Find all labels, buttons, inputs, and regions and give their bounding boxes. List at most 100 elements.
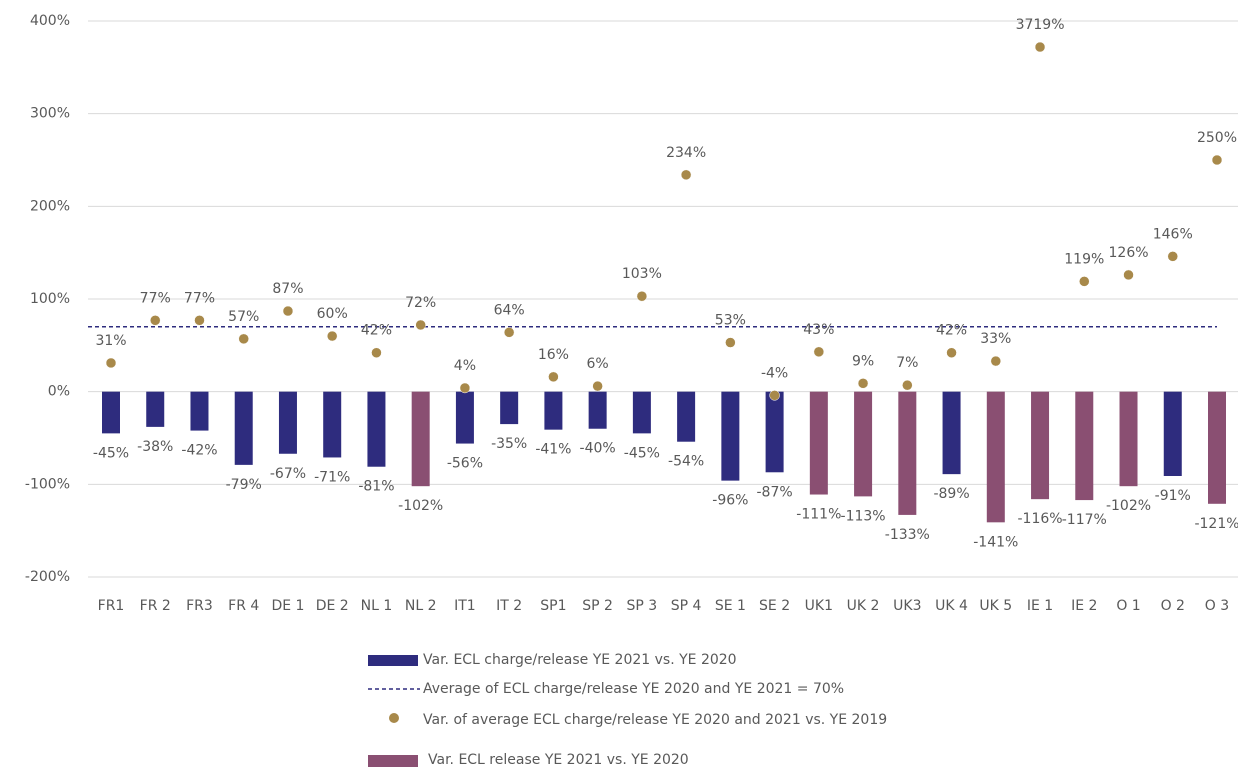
x-tick-label: O 3 [1205,598,1229,614]
bar [677,391,696,442]
data-label: 126% [1109,245,1149,261]
bar [234,391,253,465]
data-label: 33% [980,331,1011,347]
data-label: -89% [933,486,969,502]
bar [1208,391,1226,504]
data-label: -133% [885,527,930,543]
x-tick-label: FR1 [98,598,125,614]
x-tick-label: IE 2 [1071,598,1097,614]
dot [105,357,117,369]
bar [500,391,519,425]
y-tick-label: 400% [30,13,70,29]
bar [1031,391,1050,500]
x-tick-label: FR3 [186,598,213,614]
dot [415,319,426,331]
data-label: 53% [715,313,746,329]
data-label: -45% [93,445,129,461]
data-label: 77% [184,290,215,306]
dot [371,347,382,358]
x-tick-label: FR 2 [140,598,171,614]
data-label: 42% [936,323,967,339]
data-label: 119% [1064,251,1104,267]
data-label: -87% [757,484,793,500]
data-label: -91% [1155,488,1191,504]
bar [102,391,120,434]
bar [765,391,784,473]
dot [1123,269,1134,281]
x-tick-label: NL 2 [405,598,437,614]
data-label: -38% [137,439,173,455]
dot [282,305,294,317]
bar [854,391,873,497]
bar [544,391,563,430]
data-label: 234% [666,145,706,161]
x-tick-label: SP 2 [582,598,613,614]
data-label: -117% [1062,512,1107,528]
data-label: -67% [270,466,306,482]
legend-swatch [389,713,399,723]
x-tick-label: UK 4 [935,598,968,614]
y-tick-label: 300% [30,106,70,122]
x-tick-label: UK 5 [979,598,1012,614]
x-tick-label: SP1 [540,598,566,614]
y-tick-label: 100% [30,291,70,307]
bar [588,391,607,429]
bar [411,391,430,487]
x-tick-label: NL 1 [361,598,393,614]
dot [326,330,338,342]
data-label: -41% [535,442,571,458]
x-tick-label: IT 2 [496,598,522,614]
bar [942,391,961,475]
dot [769,390,780,401]
dot [149,315,161,326]
data-label: -40% [580,441,616,457]
x-tick-label: UK 2 [847,598,880,614]
data-label: 146% [1153,226,1193,242]
bar [278,391,297,454]
y-tick-label: -200% [25,569,70,585]
bar [721,391,740,481]
dot [813,346,825,358]
x-tick-label: O 2 [1161,598,1185,614]
data-label: 250% [1197,130,1237,146]
x-tick-label: IT1 [454,598,476,614]
data-label: -102% [1106,498,1151,514]
bar [190,391,209,431]
bar [1075,391,1094,501]
dot [636,290,648,302]
bar [809,391,828,495]
data-label: 72% [405,295,436,311]
dot [548,371,559,383]
data-label: -121% [1194,516,1238,532]
data-label: 42% [361,323,392,339]
bar [455,391,474,444]
dot [946,347,957,358]
x-tick-label: FR 4 [228,598,259,614]
legend-label: Var. ECL charge/release YE 2021 vs. YE 2… [423,652,737,668]
x-tick-label: UK1 [805,598,833,614]
dot [1167,251,1179,262]
legend-label: Average of ECL charge/release YE 2020 an… [423,681,844,697]
x-tick-label: O 1 [1116,598,1140,614]
data-label: 87% [272,281,303,297]
dot [459,382,471,394]
x-tick-label: SE 2 [759,598,790,614]
bar [898,391,917,515]
data-label: 64% [494,302,525,318]
x-tick-label: DE 2 [316,598,349,614]
data-label: -102% [398,498,443,514]
y-tick-label: 0% [48,384,70,400]
dot [503,327,515,338]
data-label: -113% [841,508,886,524]
data-label: 3719% [1016,17,1065,33]
data-label: -4% [761,365,788,381]
dot [1211,154,1223,166]
dot [725,337,736,348]
data-label: -116% [1018,511,1063,527]
bar [323,391,342,458]
data-label: -54% [668,454,704,470]
data-label: 4% [454,358,476,374]
data-label: -141% [973,534,1018,550]
bar [367,391,386,467]
x-tick-label: DE 1 [271,598,304,614]
